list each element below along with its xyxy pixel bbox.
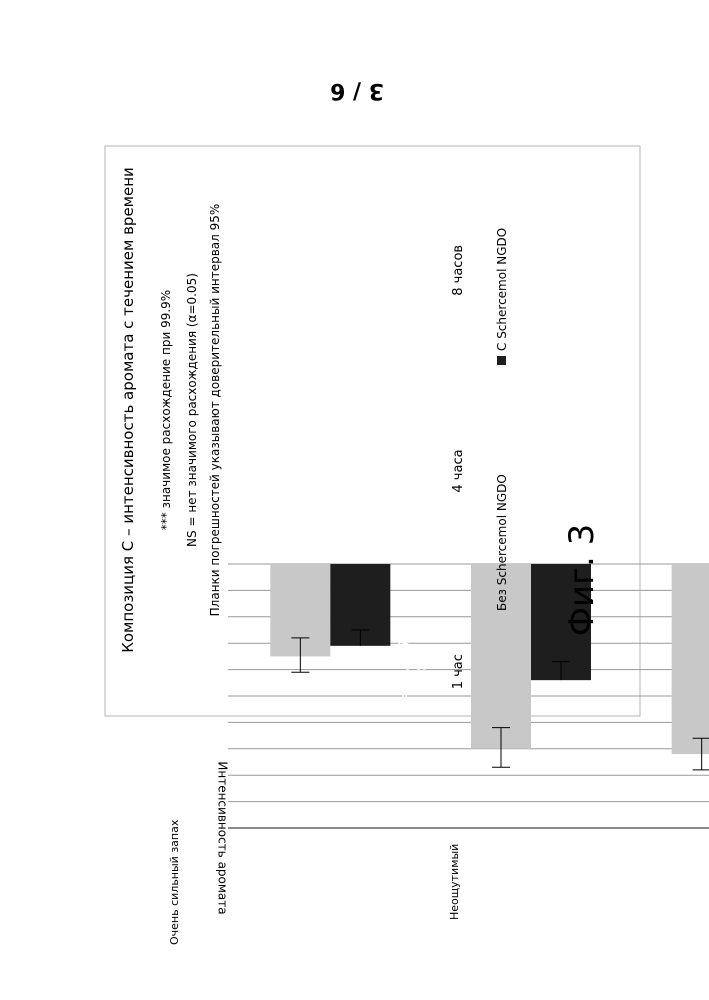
y-axis-label: Интенсивность аромата	[216, 761, 230, 914]
p-value-label: p = 0.1475	[397, 629, 413, 715]
p-value-label: p = < 0.0001	[397, 219, 413, 321]
chart-title: Композиция С – интенсивность аромата с т…	[119, 167, 137, 653]
legend-swatch	[497, 356, 506, 365]
x-category-label: 8 часов	[451, 245, 466, 296]
legend-swatch	[497, 616, 506, 625]
x-category-label: 1 час	[451, 654, 466, 689]
x-category-label: 4 часа	[451, 449, 466, 492]
annotations: p = 0.1475NSp = < 0.0001***p = < 0.0001*…	[397, 219, 430, 714]
x-categories: 1 час 4 часа 8 часов	[451, 245, 466, 689]
p-value-label: p = < 0.0001	[397, 420, 413, 522]
bar	[672, 564, 709, 754]
scale-label-bottom: Неощутимый	[448, 844, 461, 920]
note-not-significant: NS = нет значимого расхождения (α=0.05)	[185, 273, 199, 547]
legend-label: С Schercemol NGDO	[495, 228, 509, 351]
significance-mark: ***	[414, 459, 430, 482]
note-significant: *** значимое расхождение при 99.9%	[159, 290, 173, 530]
legend-label: Без Schercemol NGDO	[495, 474, 509, 611]
significance-mark: ***	[414, 259, 430, 282]
note-error-bars: Планки погрешностей указывают доверитель…	[208, 204, 222, 617]
legend: Без Schercemol NGDO С Schercemol NGDO	[495, 228, 509, 625]
bars	[270, 564, 709, 754]
figure-caption: Фиг. 3	[562, 524, 602, 636]
significance-mark: NS	[414, 661, 430, 683]
scale-label-top: Очень сильный запах	[168, 819, 181, 945]
